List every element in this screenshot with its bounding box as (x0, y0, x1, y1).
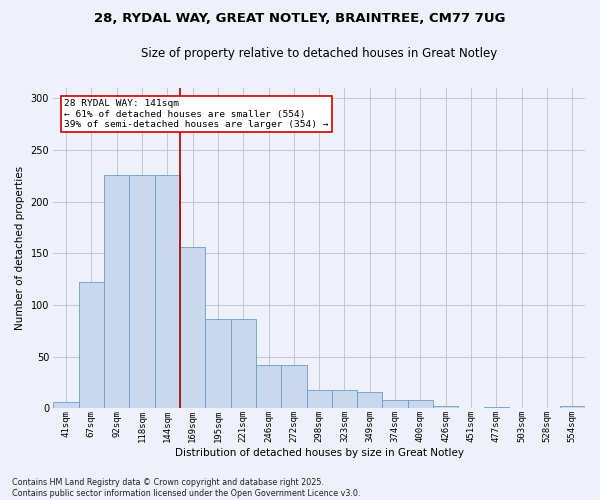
Text: 28, RYDAL WAY, GREAT NOTLEY, BRAINTREE, CM77 7UG: 28, RYDAL WAY, GREAT NOTLEY, BRAINTREE, … (94, 12, 506, 26)
Bar (53, 402, 79, 408)
Y-axis label: Number of detached properties: Number of detached properties (15, 166, 25, 330)
Bar (155, 175, 180, 408)
Bar (205, 320, 230, 408)
Bar (382, 400, 408, 408)
Bar (408, 400, 433, 408)
Bar (307, 390, 332, 408)
X-axis label: Distribution of detached houses by size in Great Notley: Distribution of detached houses by size … (175, 448, 464, 458)
Bar (357, 392, 382, 408)
Text: Contains HM Land Registry data © Crown copyright and database right 2025.
Contai: Contains HM Land Registry data © Crown c… (12, 478, 361, 498)
Bar (560, 406, 585, 408)
Text: 28 RYDAL WAY: 141sqm
← 61% of detached houses are smaller (554)
39% of semi-deta: 28 RYDAL WAY: 141sqm ← 61% of detached h… (64, 100, 328, 129)
Bar (129, 175, 155, 408)
Bar (332, 390, 357, 408)
Bar (104, 175, 129, 408)
Bar (433, 406, 458, 408)
Bar (230, 320, 256, 408)
Bar (180, 247, 205, 408)
Bar (79, 282, 104, 408)
Bar (256, 365, 281, 408)
Title: Size of property relative to detached houses in Great Notley: Size of property relative to detached ho… (141, 48, 497, 60)
Bar (281, 365, 307, 408)
